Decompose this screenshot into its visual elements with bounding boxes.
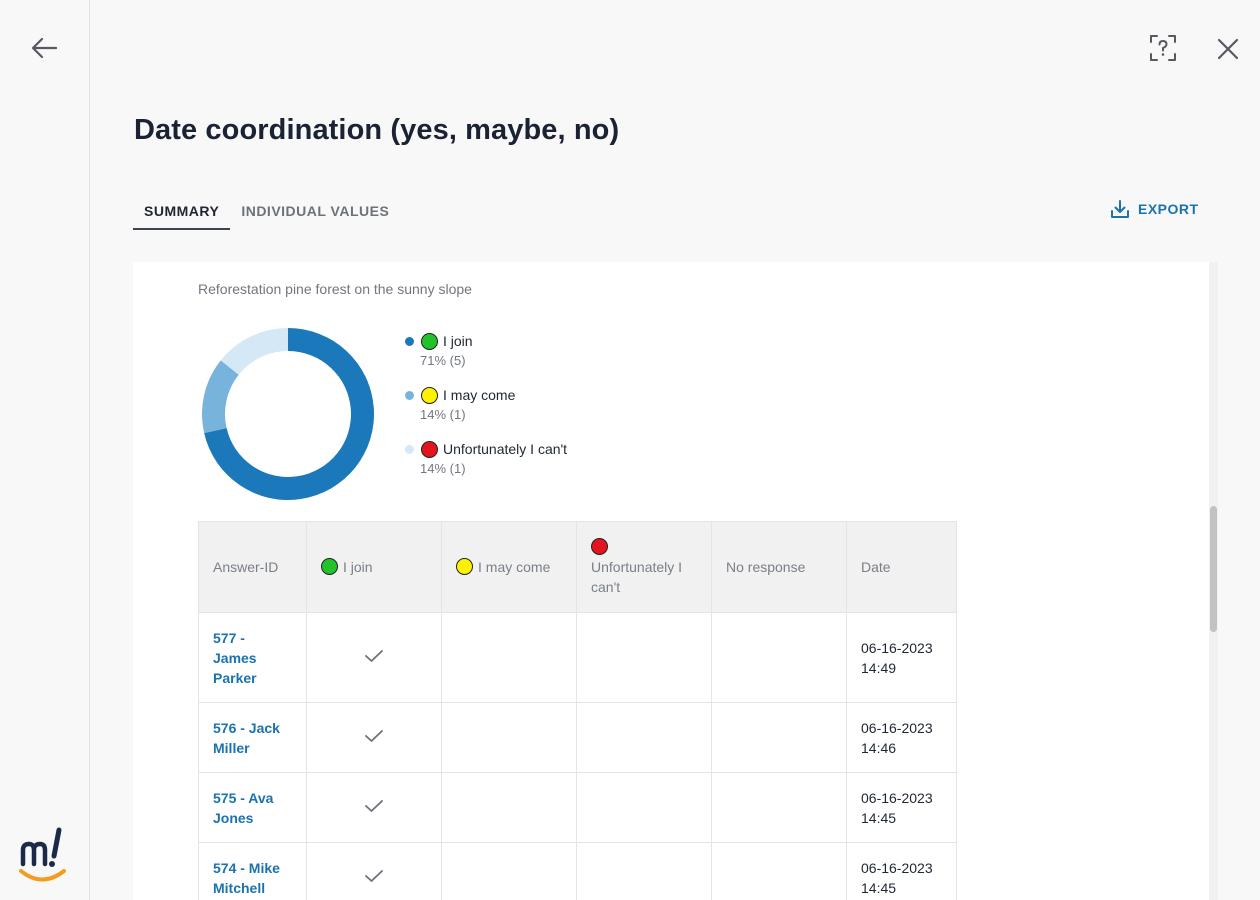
legend-stat: 71% (5) [420, 353, 466, 368]
legend-dot [405, 337, 414, 346]
yellow-smiley-icon [421, 387, 438, 404]
check-icon [365, 649, 383, 662]
header-cant: Unfortunately I can't [576, 521, 712, 613]
header-label: I join [343, 559, 373, 575]
answer-id-cell: 575 - Ava Jones [198, 772, 307, 843]
export-button[interactable]: EXPORT [1110, 197, 1199, 221]
header-maybe: I may come [441, 521, 577, 613]
answer-link[interactable]: 577 - James Parker [213, 629, 257, 686]
table-row: 574 - Mike Mitchell 06-16-2023 14:45 [198, 842, 957, 900]
table-row: 575 - Ava Jones 06-16-2023 14:45 [198, 772, 957, 843]
yellow-smiley-icon [456, 558, 473, 575]
header-answer-id: Answer-ID [198, 521, 307, 613]
export-label: EXPORT [1138, 201, 1199, 217]
time-value: 14:45 [861, 879, 897, 896]
join-cell [306, 772, 442, 843]
legend-dot [405, 391, 414, 400]
answer-id-cell: 576 - Jack Miller [198, 702, 307, 773]
green-smiley-icon [321, 558, 338, 575]
time-value: 14:49 [861, 659, 897, 676]
date-cell: 06-16-2023 14:45 [846, 772, 957, 843]
summary-card: Reforestation pine forest on the sunny s… [133, 262, 1209, 900]
help-question-icon [1150, 35, 1176, 61]
legend-label: Unfortunately I can't [443, 441, 568, 457]
donut-slice-3 [220, 328, 288, 375]
header-label: No response [726, 559, 806, 575]
check-icon [365, 799, 383, 812]
time-value: 14:46 [861, 739, 897, 756]
tab-summary[interactable]: SUMMARY [133, 192, 231, 230]
maybe-cell [441, 612, 577, 703]
scrollbar-thumb[interactable] [1210, 506, 1217, 632]
no-response-cell [711, 842, 847, 900]
maybe-cell [441, 842, 577, 900]
answer-link[interactable]: 574 - Mike Mitchell [213, 859, 280, 896]
header-label: I may come [478, 559, 551, 575]
question-text: Reforestation pine forest on the sunny s… [198, 281, 472, 297]
back-button[interactable] [28, 34, 60, 62]
join-cell [306, 612, 442, 703]
maybe-cell [441, 702, 577, 773]
no-response-cell [711, 772, 847, 843]
legend-stat: 14% (1) [420, 461, 466, 476]
answer-link[interactable]: 575 - Ava Jones [213, 789, 274, 826]
time-value: 14:45 [861, 809, 897, 826]
date-value: 06-16-2023 [861, 789, 933, 806]
date-cell: 06-16-2023 14:49 [846, 612, 957, 703]
date-cell: 06-16-2023 14:45 [846, 842, 957, 900]
donut-slice-2 [202, 360, 239, 434]
table-row: 577 - James Parker 06-16-2023 14:49 [198, 612, 957, 703]
tab-individual-values[interactable]: INDIVIDUAL VALUES [241, 203, 390, 219]
no-response-cell [711, 612, 847, 703]
check-icon [365, 729, 383, 742]
maybe-cell [441, 772, 577, 843]
header-label: Answer-ID [213, 559, 279, 575]
cant-cell [576, 842, 712, 900]
table-header-row: Answer-ID I join I may come Unfortunatel… [198, 521, 957, 613]
date-value: 06-16-2023 [861, 859, 933, 876]
header-label: Date [861, 559, 891, 575]
date-value: 06-16-2023 [861, 719, 933, 736]
download-icon [1111, 200, 1129, 218]
left-rail [0, 0, 90, 900]
red-smiley-icon [421, 441, 438, 458]
answer-link[interactable]: 576 - Jack Miller [213, 719, 280, 756]
donut-chart [202, 328, 374, 500]
check-icon [365, 869, 383, 882]
date-value: 06-16-2023 [861, 639, 933, 656]
cant-cell [576, 772, 712, 843]
cant-cell [576, 612, 712, 703]
legend-stat: 14% (1) [420, 407, 466, 422]
legend-label: I may come [443, 387, 516, 403]
header-label: Unfortunately I can't [591, 558, 683, 595]
header-no-response: No response [711, 521, 847, 613]
answer-id-cell: 577 - James Parker [198, 612, 307, 703]
close-icon [1217, 38, 1239, 60]
answer-id-cell: 574 - Mike Mitchell [198, 842, 307, 900]
join-cell [306, 842, 442, 900]
tab-bar: SUMMARY INDIVIDUAL VALUES [133, 192, 400, 230]
table-row: 576 - Jack Miller 06-16-2023 14:46 [198, 702, 957, 773]
green-smiley-icon [421, 333, 438, 350]
help-button[interactable] [1147, 32, 1179, 64]
table-body: 577 - James Parker 06-16-2023 14:49 576 - J… [198, 612, 957, 900]
join-cell [306, 702, 442, 773]
header-date: Date [846, 521, 957, 613]
red-smiley-icon [591, 537, 608, 555]
no-response-cell [711, 702, 847, 773]
cant-cell [576, 702, 712, 773]
legend-dot [405, 445, 414, 454]
header-join: I join [306, 521, 442, 613]
date-cell: 06-16-2023 14:46 [846, 702, 957, 773]
arrow-left-icon [31, 37, 58, 59]
m-exclamation-logo [19, 827, 66, 882]
legend-label: I join [443, 333, 473, 349]
results-table: Answer-ID I join I may come Unfortunatel… [198, 521, 957, 900]
page-title: Date coordination (yes, maybe, no) [134, 114, 620, 146]
close-button[interactable] [1213, 34, 1243, 64]
